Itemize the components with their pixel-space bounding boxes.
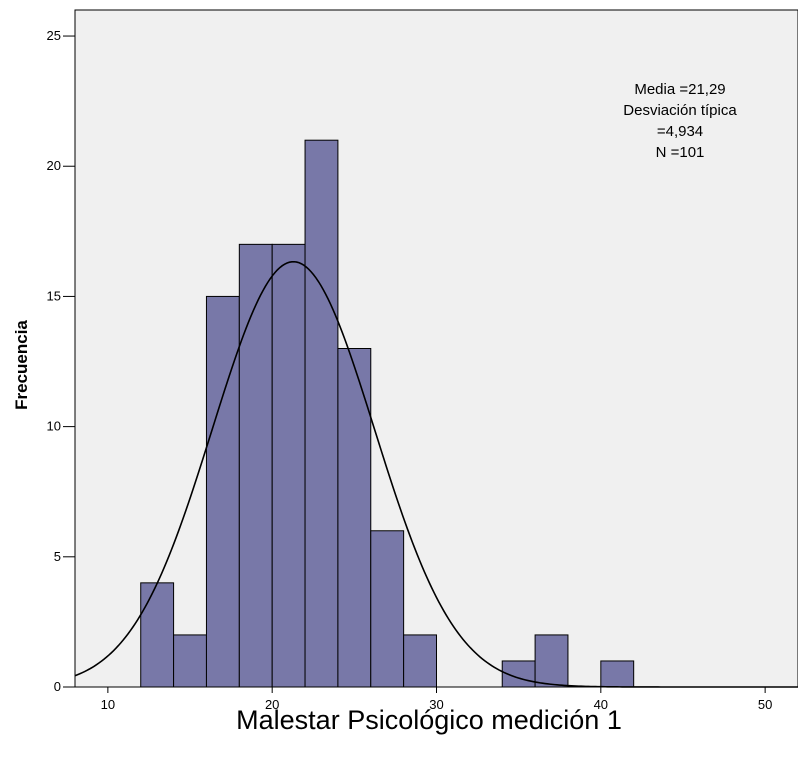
y-tick-label-0: 0 [54,679,61,694]
plot-area [74,9,798,688]
histogram-bar-10 [534,634,569,688]
x-tick-label-0: 10 [101,697,115,712]
bars-layer [140,139,635,688]
normal-curve [74,260,798,688]
histogram-bar-6 [337,348,372,688]
histogram-bar-2 [205,295,240,688]
stats-sd-label: Desviación típica [623,102,737,119]
stats-mean: Media =21,29 [634,81,725,98]
y-tick-label-4: 20 [47,158,61,173]
y-tick-label-2: 10 [47,419,61,434]
histogram-bar-7 [370,530,405,688]
histogram-bar-0 [140,582,175,688]
x-axis-title: Malestar Psicológico medición 1 [236,705,622,735]
stats-sd-value: =4,934 [657,123,703,140]
y-tick-label-3: 15 [47,288,61,303]
histogram-bar-8 [403,634,437,688]
stats-n: N =101 [656,144,705,161]
histogram-bar-1 [173,634,207,688]
stats-box: Media =21,29 Desviación típica =4,934 N … [623,81,737,161]
x-tick-label-1: 20 [265,697,279,712]
x-tick-label-2: 30 [429,697,443,712]
y-axis-title: Frecuencia [12,320,31,410]
histogram-bar-3 [238,243,273,688]
histogram-bar-5 [304,139,339,688]
axis-layer: 10 20 30 40 50 0 5 10 15 20 25 [47,28,773,712]
y-tick-label-1: 5 [54,549,61,564]
x-tick-label-4: 50 [758,697,772,712]
histogram-bar-11 [600,660,635,688]
histogram-bar-4 [271,243,306,688]
y-tick-label-5: 25 [47,28,61,43]
x-tick-label-3: 40 [594,697,608,712]
